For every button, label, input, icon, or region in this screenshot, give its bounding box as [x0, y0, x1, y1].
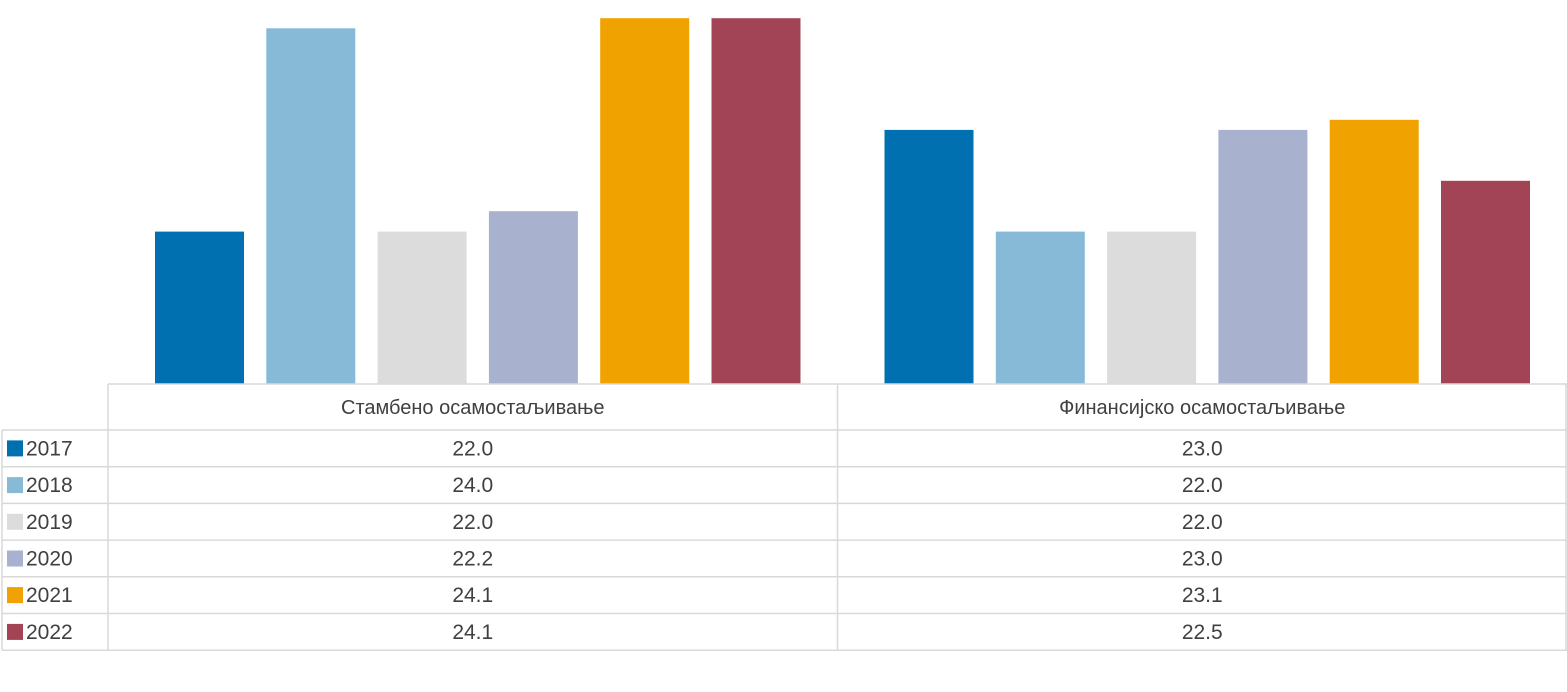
legend-label-2019: 2019 — [26, 511, 73, 534]
data-label-2019-financial: 22.0 — [1182, 511, 1223, 534]
data-label-2021-financial: 23.1 — [1182, 584, 1223, 607]
legend-label-2020: 2020 — [26, 548, 73, 571]
legend-key-2018 — [7, 477, 23, 494]
category-label: Финансијско осамостаљивање — [1059, 397, 1345, 419]
legend-label-2021: 2021 — [26, 584, 73, 607]
legend-label-2022: 2022 — [26, 621, 73, 644]
legend-label-2017: 2017 — [26, 437, 73, 460]
data-label-2017-housing: 22.0 — [452, 437, 493, 460]
data-label-2022-housing: 24.1 — [452, 621, 493, 644]
legend-label-2018: 2018 — [26, 474, 73, 497]
legend-key-2017 — [7, 440, 23, 457]
plot-area — [155, 18, 1530, 385]
bar-2022-housing — [711, 18, 801, 384]
bar-2020-financial — [1218, 129, 1308, 384]
data-table: Стамбено осамостаљивање Финансијско осамо… — [1, 383, 1567, 651]
bar-2018-housing — [266, 28, 356, 385]
legend-key-2019 — [7, 513, 23, 530]
data-label-2022-financial: 22.5 — [1182, 621, 1223, 644]
data-label-2020-financial: 23.0 — [1182, 548, 1223, 571]
legend-key-2020 — [7, 550, 23, 567]
bar-2022-financial — [1441, 180, 1530, 384]
data-label-2020-housing: 22.2 — [452, 548, 493, 571]
bar-2018-financial — [995, 231, 1085, 384]
data-label-2017-financial: 23.0 — [1182, 437, 1223, 460]
data-label-2021-housing: 24.1 — [452, 584, 493, 607]
bar-2019-financial — [1107, 231, 1197, 384]
data-label-2018-housing: 24.0 — [452, 474, 493, 497]
bar-2021-financial — [1329, 119, 1419, 385]
data-label-2019-housing: 22.0 — [452, 511, 493, 534]
legend-key-2022 — [7, 623, 23, 640]
category-label: Стамбено осамостаљивање — [341, 397, 604, 419]
bar-2020-housing — [488, 211, 578, 384]
bar-2017-financial — [884, 129, 974, 384]
bar-2021-housing — [600, 18, 690, 384]
data-label-2018-financial: 22.0 — [1182, 474, 1223, 497]
legend-key-2021 — [7, 587, 23, 604]
bar-2019-housing — [377, 231, 467, 384]
bar-2017-housing — [155, 231, 244, 384]
